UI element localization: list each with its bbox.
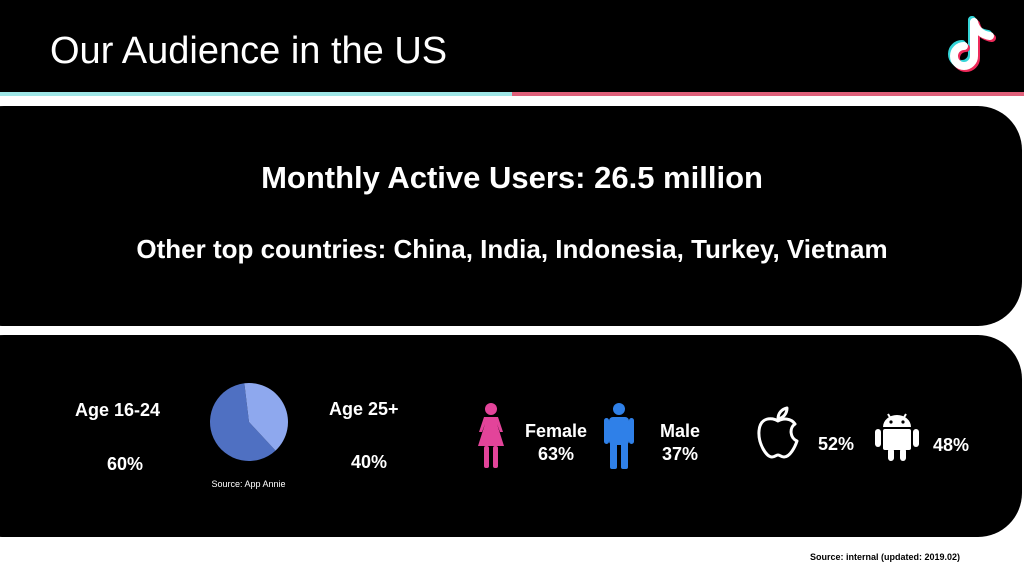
male-label: Male	[659, 421, 701, 441]
age-16-24-label: Age 16-24	[75, 400, 161, 420]
other-top-countries: Other top countries: China, India, Indon…	[136, 234, 888, 264]
ios-share-value: 52%	[818, 434, 855, 454]
female-value: 63%	[537, 444, 575, 464]
age-16-24-value: 60%	[106, 454, 144, 474]
demographics-panel	[0, 335, 1022, 537]
male-figure-icon	[604, 403, 634, 469]
header-stripe-red	[512, 92, 1024, 96]
android-icon	[875, 413, 919, 461]
tiktok-logo-icon	[948, 16, 996, 72]
page-title: Our Audience in the US	[50, 30, 448, 72]
age-25-plus-label: Age 25+	[329, 399, 399, 419]
android-share-value: 48%	[933, 435, 970, 455]
female-label: Female	[524, 421, 588, 441]
age-pie-chart	[210, 383, 288, 461]
pie-slice-age-25-	[244, 383, 288, 451]
summary-panel	[0, 106, 1022, 326]
apple-icon	[757, 406, 799, 459]
header-stripe-cyan	[0, 92, 512, 96]
female-figure-icon	[478, 403, 504, 468]
app-annie-source: Source: App Annie	[211, 479, 286, 489]
header-bar: Our Audience in the US	[0, 0, 1024, 92]
male-value: 37%	[661, 444, 699, 464]
footer-source: Source: internal (updated: 2019.02)	[809, 552, 960, 562]
monthly-active-users: Monthly Active Users: 26.5 million	[261, 160, 763, 195]
pie-slice-age-16-24	[210, 383, 276, 461]
age-25-plus-value: 40%	[350, 452, 388, 472]
